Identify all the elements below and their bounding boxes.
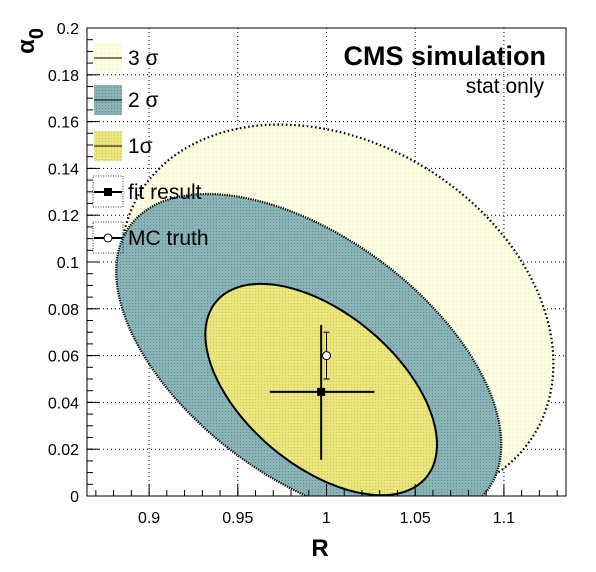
y-tick-label: 0.16 (48, 115, 79, 132)
x-axis: 0.9 0.95 1 1.05 1.1 (95, 484, 558, 527)
x-tick-label: 1 (322, 510, 331, 527)
y-tick-label: 0.1 (57, 255, 79, 272)
chart-subtitle: stat only (466, 75, 545, 98)
svg-text:α0: α0 (13, 28, 48, 54)
contour-layer (115, 123, 555, 496)
legend-marker-box (92, 221, 124, 254)
legend-marker-box (92, 175, 124, 208)
x-tick-label: 0.9 (138, 510, 160, 527)
marker-layer (269, 325, 375, 460)
y-axis-title: α0 (13, 28, 48, 54)
y-tick-label: 0.02 (48, 442, 79, 459)
y-axis-title-sub: 0 (26, 28, 48, 39)
legend-label: 2 σ (128, 89, 159, 112)
x-tick-label: 1.1 (493, 510, 515, 527)
y-tick-label: 0.2 (57, 21, 79, 38)
legend-fit-marker (104, 188, 112, 196)
y-tick-label: 0.18 (48, 68, 79, 85)
fit-result-marker (317, 387, 326, 396)
y-tick-label: 0.04 (48, 395, 79, 412)
y-axis: 0 0.02 0.04 0.06 0.08 0.1 0.12 0.14 0.16 0.18 0.2 (48, 21, 99, 506)
mc-truth-marker (322, 351, 331, 361)
legend: 3 σ 2 σ 1σ fit result MC truth (92, 43, 209, 254)
legend-mc-marker (103, 233, 113, 243)
legend-label: 1σ (128, 135, 153, 158)
y-tick-label: 0 (70, 489, 79, 506)
y-axis-title-main: α (13, 39, 40, 54)
y-tick-label: 0.08 (48, 302, 79, 319)
legend-label: MC truth (128, 227, 209, 250)
x-tick-label: 1.05 (400, 510, 431, 527)
y-tick-label: 0.12 (48, 208, 79, 225)
legend-label: fit result (128, 181, 202, 204)
x-axis-title: R (311, 535, 328, 562)
legend-label: 3 σ (128, 47, 159, 70)
x-tick-label: 0.95 (222, 510, 253, 527)
y-tick-label: 0.14 (48, 161, 79, 178)
chart-title: CMS simulation (343, 41, 546, 71)
y-tick-label: 0.06 (48, 349, 79, 366)
